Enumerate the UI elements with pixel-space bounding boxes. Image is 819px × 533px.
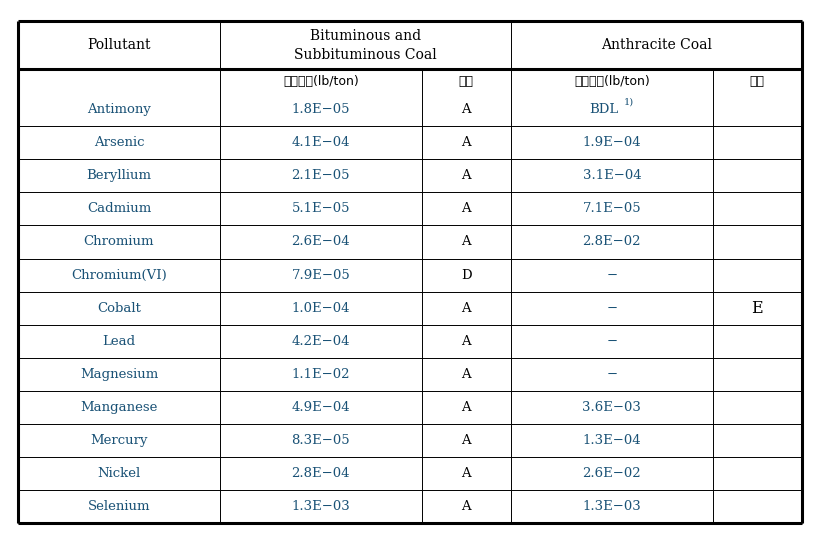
Text: Antimony: Antimony [87,103,151,116]
Text: 1.8E−05: 1.8E−05 [292,103,350,116]
Text: Selenium: Selenium [88,500,150,513]
Text: 2.6E−02: 2.6E−02 [581,467,640,480]
Text: 2.1E−05: 2.1E−05 [292,169,350,182]
Text: Manganese: Manganese [80,401,157,414]
Text: A: A [461,203,471,215]
Text: A: A [461,467,471,480]
Text: 1.3E−03: 1.3E−03 [291,500,350,513]
Text: Chromium: Chromium [84,236,154,248]
Text: 등급: 등급 [749,75,764,88]
Text: −: − [605,368,617,381]
Text: 3.1E−04: 3.1E−04 [581,169,640,182]
Text: 등급: 등급 [459,75,473,88]
Text: Pollutant: Pollutant [87,38,151,52]
Text: 5.1E−05: 5.1E−05 [292,203,350,215]
Text: 2.8E−02: 2.8E−02 [581,236,640,248]
Text: 1.9E−04: 1.9E−04 [581,136,640,149]
Text: Arsenic: Arsenic [93,136,144,149]
Text: A: A [461,434,471,447]
Text: 2.8E−04: 2.8E−04 [292,467,350,480]
Text: 3.6E−03: 3.6E−03 [581,401,640,414]
Text: Bituminous and
Subbituminous Coal: Bituminous and Subbituminous Coal [294,29,437,61]
Text: Nickel: Nickel [97,467,140,480]
Text: A: A [461,302,471,314]
Text: 7.9E−05: 7.9E−05 [291,269,350,281]
Text: A: A [461,169,471,182]
Text: 1.3E−03: 1.3E−03 [581,500,640,513]
Text: Magnesium: Magnesium [79,368,158,381]
Text: Lead: Lead [102,335,135,348]
Text: BDL: BDL [589,103,618,116]
Text: Mercury: Mercury [90,434,147,447]
Text: −: − [605,335,617,348]
Text: D: D [460,269,471,281]
Text: 배출계수(lb/ton): 배출계수(lb/ton) [283,75,358,88]
Text: 4.1E−04: 4.1E−04 [292,136,350,149]
Text: 4.9E−04: 4.9E−04 [291,401,350,414]
Text: A: A [461,401,471,414]
Text: A: A [461,136,471,149]
Text: A: A [461,500,471,513]
Text: 1.3E−04: 1.3E−04 [581,434,640,447]
Text: Beryllium: Beryllium [86,169,152,182]
Text: −: − [605,302,617,314]
Text: 2.6E−04: 2.6E−04 [291,236,350,248]
Text: A: A [461,335,471,348]
Text: 배출계수(lb/ton): 배출계수(lb/ton) [573,75,649,88]
Text: 4.2E−04: 4.2E−04 [292,335,350,348]
Text: 1): 1) [623,98,633,107]
Text: A: A [461,236,471,248]
Text: A: A [461,368,471,381]
Text: 7.1E−05: 7.1E−05 [581,203,640,215]
Text: Cobalt: Cobalt [97,302,141,314]
Text: 1.0E−04: 1.0E−04 [292,302,350,314]
Text: A: A [461,103,471,116]
Text: 8.3E−05: 8.3E−05 [291,434,350,447]
Text: Cadmium: Cadmium [87,203,151,215]
Text: −: − [605,269,617,281]
Text: Chromium(VI): Chromium(VI) [71,269,166,281]
Text: Anthracite Coal: Anthracite Coal [600,38,711,52]
Text: E: E [751,300,762,317]
Text: 1.1E−02: 1.1E−02 [292,368,350,381]
